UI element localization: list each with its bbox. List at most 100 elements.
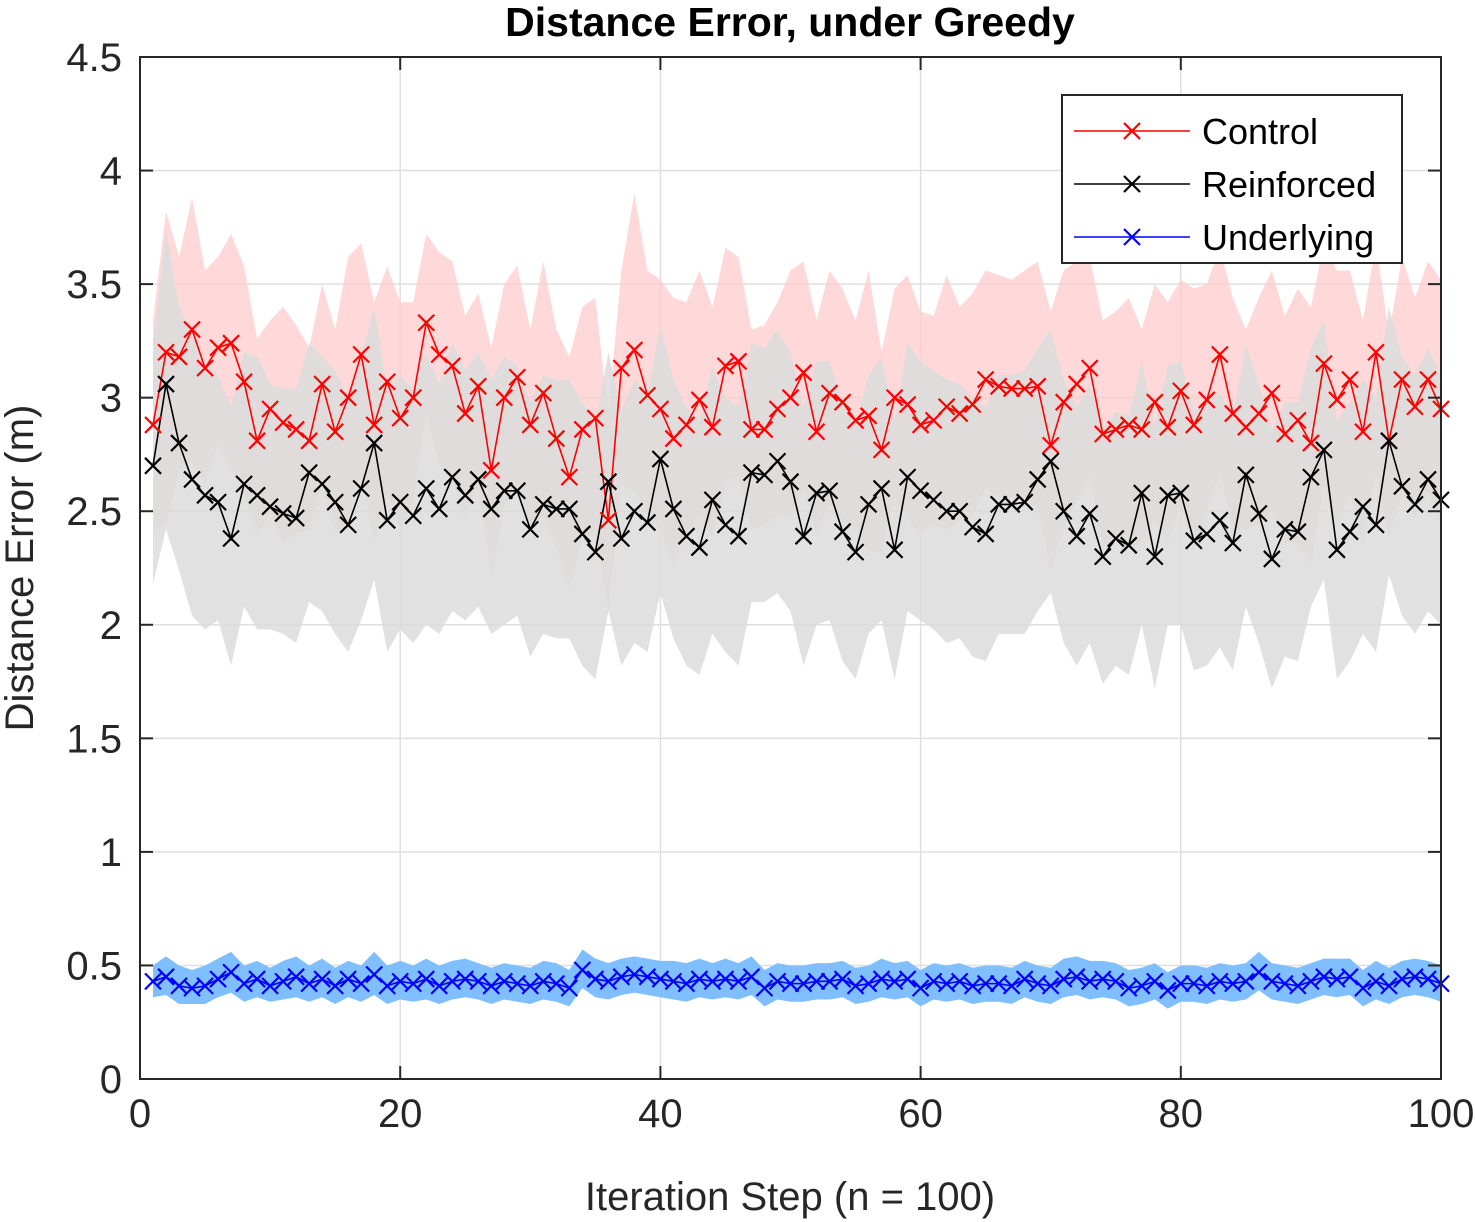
data-point-control [1315, 354, 1333, 373]
data-point-control [768, 400, 787, 418]
data-point-reinforced [326, 493, 344, 511]
data-point-control [1132, 420, 1151, 439]
data-point-reinforced [820, 482, 839, 500]
marker-stroke [495, 482, 514, 500]
marker-stroke [820, 384, 839, 402]
data-point-control [352, 345, 370, 364]
marker-stroke [885, 972, 904, 991]
marker-stroke [755, 420, 774, 439]
marker-stroke [443, 972, 462, 991]
data-point-control [1341, 370, 1359, 389]
marker-stroke [469, 377, 488, 396]
data-point-underlying [196, 977, 214, 995]
data-point-control [508, 368, 527, 387]
marker-stroke [1406, 397, 1424, 416]
marker-stroke [183, 979, 201, 997]
marker-stroke [313, 375, 331, 393]
marker-stroke [1289, 977, 1307, 995]
marker-stroke [573, 420, 592, 439]
marker-stroke [560, 979, 579, 997]
data-point-underlying [1237, 972, 1255, 991]
marker-stroke [1172, 382, 1190, 400]
marker-stroke [157, 968, 175, 986]
marker-stroke [1080, 504, 1099, 523]
marker-stroke [794, 527, 813, 545]
marker-stroke [417, 313, 435, 332]
data-point-underlying [404, 974, 422, 993]
data-point-underlying [235, 974, 253, 993]
marker-stroke [547, 500, 566, 518]
marker-stroke [469, 470, 488, 489]
marker-stroke [365, 965, 383, 984]
data-point-control [807, 422, 826, 441]
data-point-reinforced [573, 525, 592, 543]
data-point-control [1119, 416, 1138, 434]
marker-stroke [625, 341, 644, 359]
marker-stroke [976, 974, 995, 993]
marker-stroke [222, 963, 240, 982]
y-tick-label: 3 [100, 377, 122, 421]
marker-stroke [495, 388, 514, 407]
marker-stroke [573, 525, 592, 543]
data-point-control [755, 420, 774, 439]
data-point-underlying [1172, 974, 1190, 993]
data-point-reinforced [1041, 452, 1060, 471]
data-point-control [209, 338, 227, 357]
marker-stroke [1341, 968, 1359, 986]
marker-stroke [768, 452, 787, 471]
data-point-underlying [833, 970, 852, 988]
data-point-reinforced [885, 541, 904, 559]
marker-stroke [1263, 550, 1281, 568]
data-point-control [144, 416, 162, 434]
marker-stroke [1250, 404, 1268, 423]
data-point-underlying [157, 968, 175, 986]
plot-frame [139, 56, 1442, 1080]
data-point-reinforced [1211, 511, 1229, 530]
data-point-reinforced [469, 470, 488, 489]
marker-stroke [326, 977, 344, 995]
marker-stroke [430, 500, 449, 518]
marker-stroke [196, 977, 214, 995]
marker-stroke [157, 343, 175, 362]
data-point-reinforced [1406, 495, 1424, 514]
data-point-reinforced [677, 527, 696, 545]
data-point-reinforced [625, 502, 644, 521]
data-point-underlying [352, 974, 370, 993]
data-point-control [1172, 382, 1190, 400]
marker-stroke [326, 493, 344, 511]
marker-stroke [365, 416, 383, 434]
marker-stroke [937, 397, 956, 416]
marker-stroke [729, 972, 748, 991]
marker-stroke [170, 434, 188, 452]
marker-stroke [313, 475, 331, 493]
marker-stroke [144, 416, 162, 434]
data-point-control [456, 404, 475, 423]
marker-stroke [209, 970, 227, 988]
marker-stroke [885, 541, 904, 559]
data-point-reinforced [1067, 527, 1086, 545]
marker-stroke [677, 527, 696, 545]
data-point-underlying [248, 970, 266, 988]
marker-stroke [391, 493, 409, 511]
data-point-underlying [1106, 972, 1125, 991]
data-point-control [339, 388, 357, 407]
data-point-control [1211, 345, 1229, 364]
x-tick-label: 40 [638, 1092, 683, 1136]
marker-stroke [1015, 970, 1034, 988]
marker-stroke [1054, 970, 1073, 988]
data-point-control [625, 341, 644, 359]
y-axis-title: Distance Error (m) [0, 405, 42, 732]
data-point-reinforced [482, 500, 501, 518]
data-point-control [534, 384, 553, 402]
data-point-underlying [144, 972, 162, 991]
data-point-control [313, 375, 331, 393]
data-point-underlying [1002, 977, 1021, 995]
marker-stroke [872, 479, 891, 498]
marker-stroke [807, 972, 826, 991]
data-point-underlying [1250, 963, 1268, 982]
data-point-control [1041, 436, 1060, 455]
legend-box [1061, 94, 1403, 264]
marker-stroke [1119, 536, 1138, 555]
data-point-reinforced [339, 516, 357, 534]
data-point-control [937, 397, 956, 416]
